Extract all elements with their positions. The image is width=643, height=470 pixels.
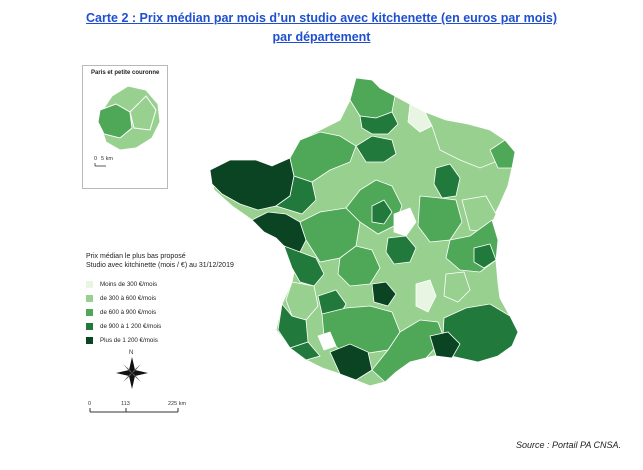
legend-item-2: de 300 à 600 €/mois — [86, 294, 156, 302]
legend-label: Moins de 300 €/mois — [100, 280, 158, 288]
region-cantal — [371, 281, 397, 307]
legend-label: de 900 à 1 200 €/mois — [100, 322, 162, 330]
region-loire-atlantique — [251, 211, 307, 253]
region-ile-de-france — [355, 135, 397, 163]
legend-swatch — [86, 336, 93, 344]
region-aisne-white — [407, 103, 433, 133]
legend-item-5: Plus de 1 200 €/mois — [86, 336, 158, 344]
legend-label: de 600 à 900 €/mois — [100, 308, 157, 316]
region-paca — [441, 303, 519, 363]
map-title-line2: par département — [272, 30, 371, 44]
region-alsace — [489, 139, 516, 169]
inset-scale-zero: 0 — [94, 156, 98, 162]
legend-label: de 300 à 600 €/mois — [100, 294, 157, 302]
region-limousin — [337, 245, 381, 287]
legend-item-3: de 600 à 900 €/mois — [86, 308, 156, 316]
region-centre-dark — [371, 199, 393, 225]
region-normandie — [289, 131, 357, 183]
legend-label: Plus de 1 200 €/mois — [100, 336, 158, 344]
legend-swatch — [86, 322, 93, 330]
north-label: N — [129, 350, 134, 356]
legend-swatch — [86, 308, 93, 316]
scale-label-2: 225 km — [168, 401, 187, 407]
region-savoie — [473, 243, 497, 269]
inset-paris — [97, 103, 133, 139]
legend-item-1: Moins de 300 €/mois — [86, 280, 157, 288]
region-pyrenees-atl — [289, 341, 321, 361]
region-vendee — [283, 245, 325, 287]
region-bouches-du-rhone — [429, 331, 461, 359]
region-auvergne — [385, 235, 417, 265]
scale-label-1: 113 — [121, 401, 130, 407]
region-haute-loire-white — [415, 279, 437, 313]
north-arrow-icon — [116, 357, 148, 389]
inset-frame — [82, 65, 168, 189]
region-marne-dark — [433, 163, 461, 199]
source-note: Source : Portail PA CNSA. — [515, 440, 621, 450]
legend-title-line2: Studio avec kitchinette (mois / €) au 31… — [86, 262, 234, 269]
legend-swatch — [86, 294, 93, 302]
region-languedoc — [371, 319, 445, 383]
region-drome — [443, 271, 471, 303]
region-cher-white — [393, 207, 417, 237]
legend-item-4: de 900 à 1 200 €/mois — [86, 322, 161, 330]
legend-title-line1: Prix médian le plus bas proposé — [86, 253, 186, 260]
legend-title: Prix médian le plus bas proposé Studio a… — [86, 252, 234, 270]
scale-label-0: 0 — [88, 401, 92, 407]
legend-swatch — [86, 280, 93, 288]
inset-title: Paris et petite couronne — [91, 70, 160, 76]
inset-light-part — [129, 95, 157, 131]
region-tarn-white — [317, 331, 337, 351]
inset-scale-label: 5 km — [101, 156, 113, 162]
map-title-line1: Carte 2 : Prix médian par mois d’un stud… — [86, 11, 557, 25]
region-bourgogne — [417, 195, 463, 243]
region-somme — [359, 111, 399, 135]
